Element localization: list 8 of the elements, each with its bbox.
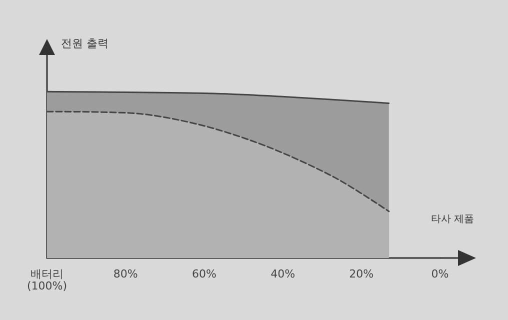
x-tick-label: 40% xyxy=(270,268,296,280)
x-tick-label: 0% xyxy=(431,268,449,280)
x-tick-label: 60% xyxy=(192,268,216,280)
text: 타사 제품 xyxy=(430,214,474,225)
x-tick-label: 배터리 (100%) xyxy=(26,268,68,292)
x-tick-label: 20% xyxy=(349,268,374,280)
y-axis-title: 전원 출력 xyxy=(61,37,108,50)
x-tick-label: 80% xyxy=(113,268,138,280)
